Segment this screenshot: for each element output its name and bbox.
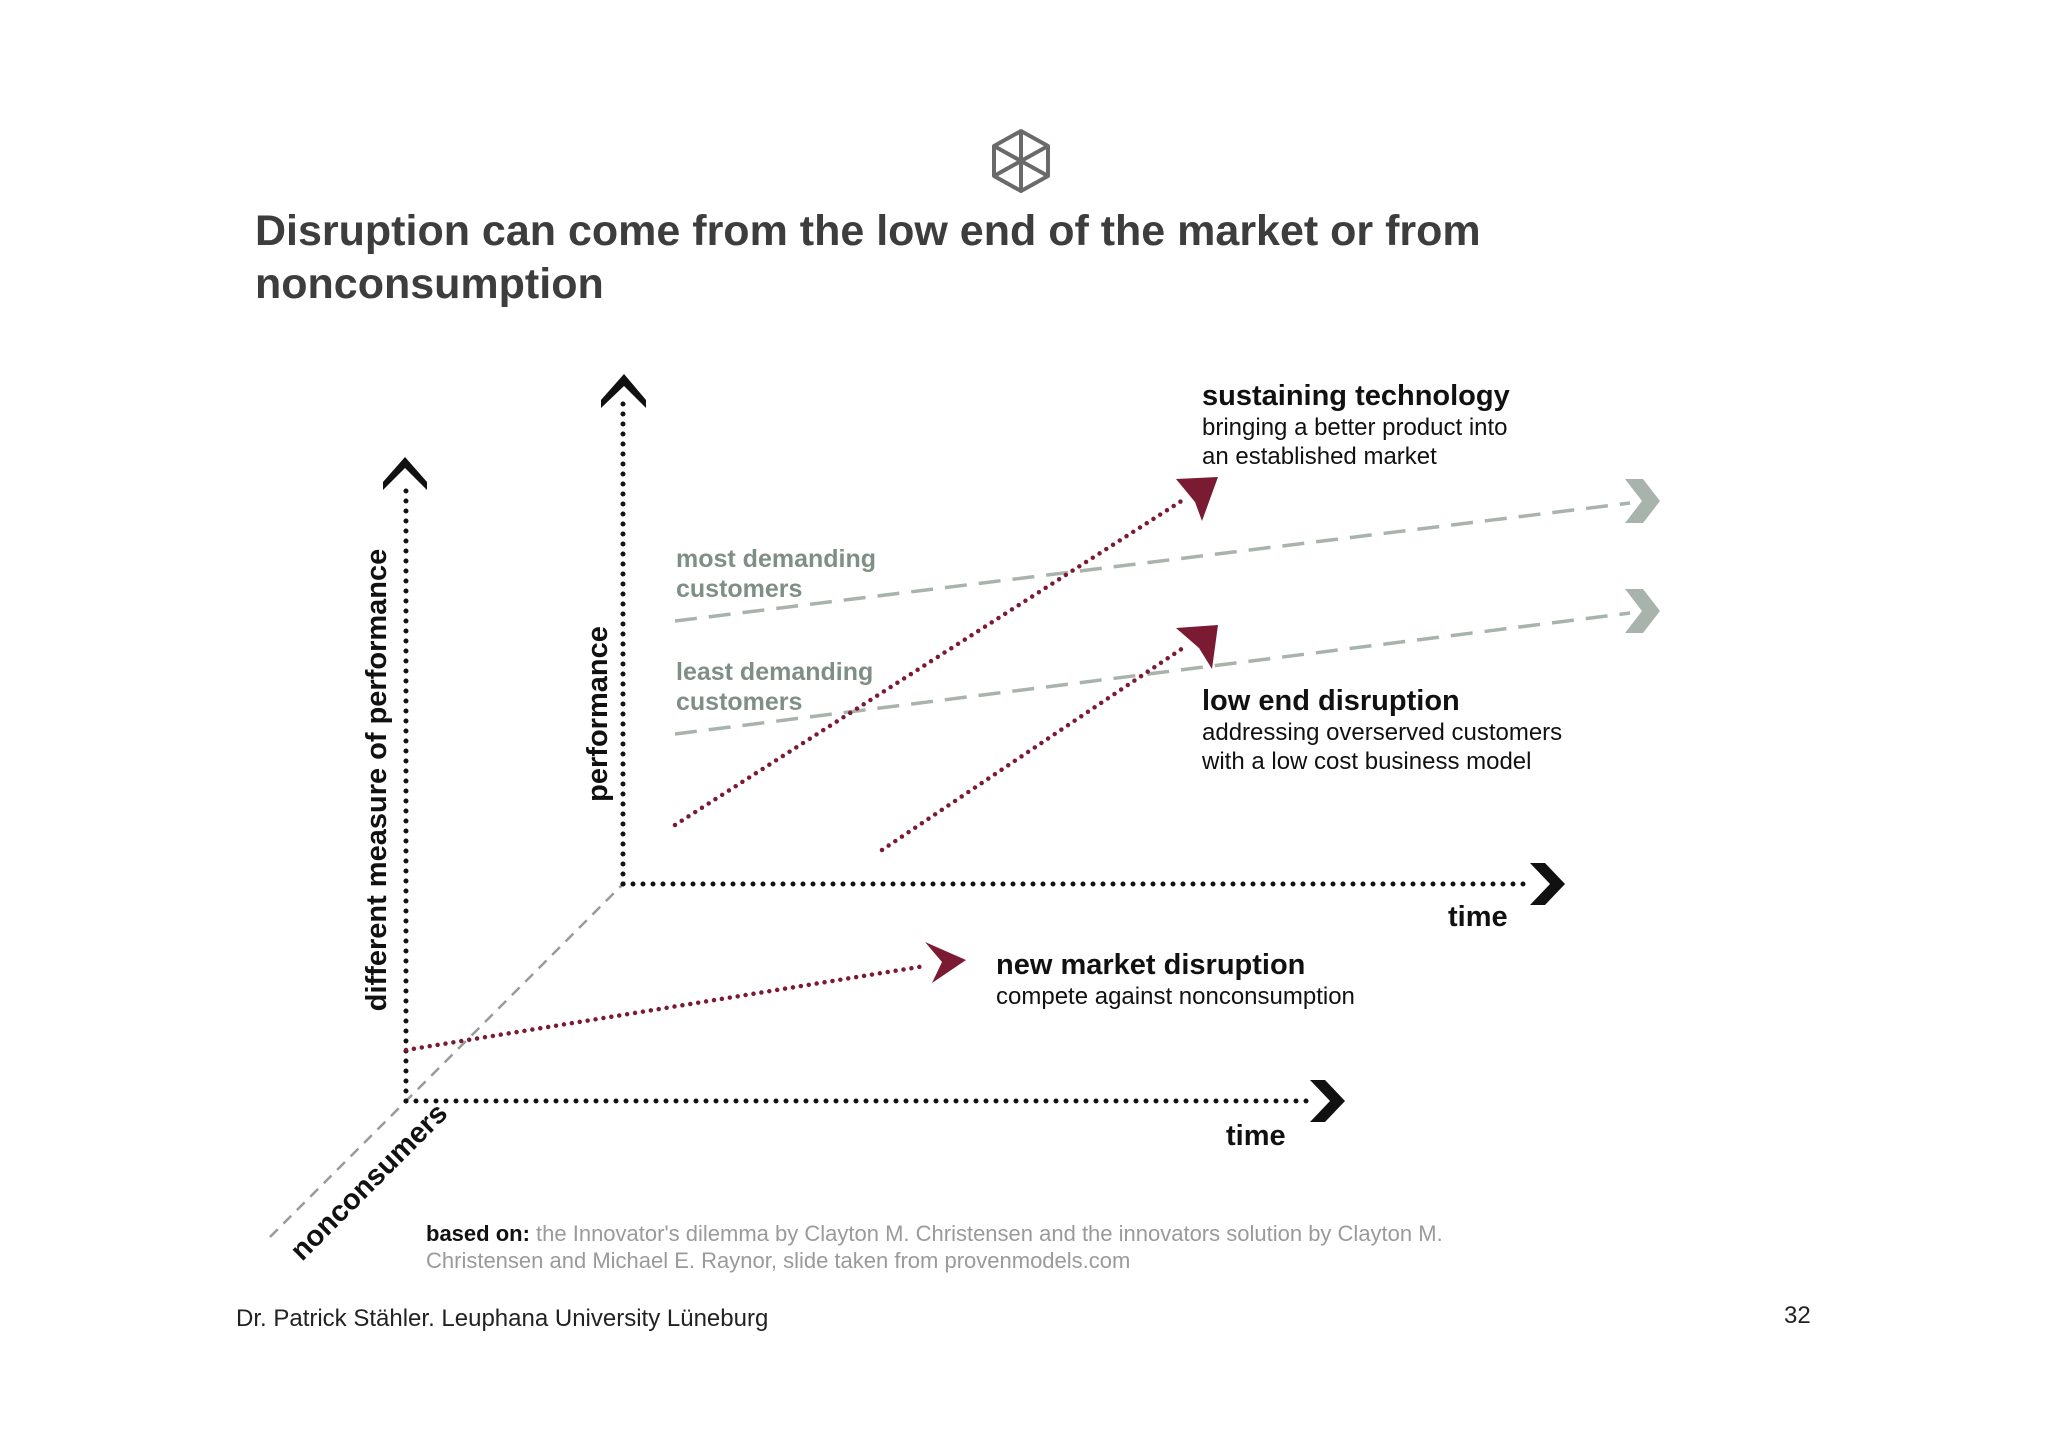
most-demanding-label-line2: customers [676, 575, 802, 603]
page-number: 32 [1784, 1302, 1811, 1329]
new-market-disruption-title: new market disruption [996, 949, 1305, 981]
depth-guide-line [269, 881, 626, 1238]
front-y-axis-arrowhead [383, 457, 427, 490]
sustaining-technology-arrowhead [1176, 477, 1218, 521]
sustaining-technology-arrow [672, 497, 1186, 828]
band-line-most-demanding [674, 501, 1631, 623]
low-end-disruption-arrowhead [1176, 625, 1218, 669]
least-demanding-label-line2: customers [676, 688, 802, 716]
source-note: based on: the Innovator's dilemma by Cla… [426, 1220, 1476, 1274]
new-market-disruption-arrow [403, 963, 928, 1053]
back-x-axis-arrowhead [1530, 863, 1565, 905]
sustaining-technology-title: sustaining technology [1202, 380, 1510, 412]
front-x-axis-label: time [1226, 1120, 1286, 1152]
back-y-axis-arrowhead [601, 374, 646, 408]
front-x-axis-arrowhead [1310, 1080, 1345, 1122]
back-y-axis-label: performance [582, 626, 614, 802]
band-arrow-least-demanding [1625, 589, 1660, 633]
band-arrow-most-demanding [1625, 479, 1660, 523]
low-end-disruption-desc-line1: addressing overserved customers [1202, 719, 1562, 746]
sustaining-technology-desc-line2: an established market [1202, 443, 1437, 470]
source-text: the Innovator's dilemma by Clayton M. Ch… [426, 1221, 1443, 1273]
band-line-least-demanding [674, 611, 1631, 736]
least-demanding-label-line1: least demanding [676, 658, 873, 686]
author-credit: Dr. Patrick Stähler. Leuphana University… [236, 1305, 769, 1332]
low-end-disruption-desc-line2: with a low cost business model [1201, 748, 1531, 775]
sustaining-technology-desc-line1: bringing a better product into [1202, 414, 1508, 441]
low-end-disruption-title: low end disruption [1202, 685, 1460, 717]
new-market-disruption-desc-line1: compete against nonconsumption [996, 983, 1355, 1010]
source-label: based on: [426, 1221, 530, 1246]
cube-icon [992, 129, 1050, 193]
slide-title: Disruption can come from the low end of … [255, 207, 1481, 308]
front-y-axis-label: different measure of performance [361, 549, 393, 1012]
back-x-axis-label: time [1448, 901, 1508, 933]
most-demanding-label-line1: most demanding [676, 545, 876, 573]
low-end-disruption-arrow [879, 645, 1186, 853]
new-market-disruption-arrowhead [925, 942, 966, 983]
